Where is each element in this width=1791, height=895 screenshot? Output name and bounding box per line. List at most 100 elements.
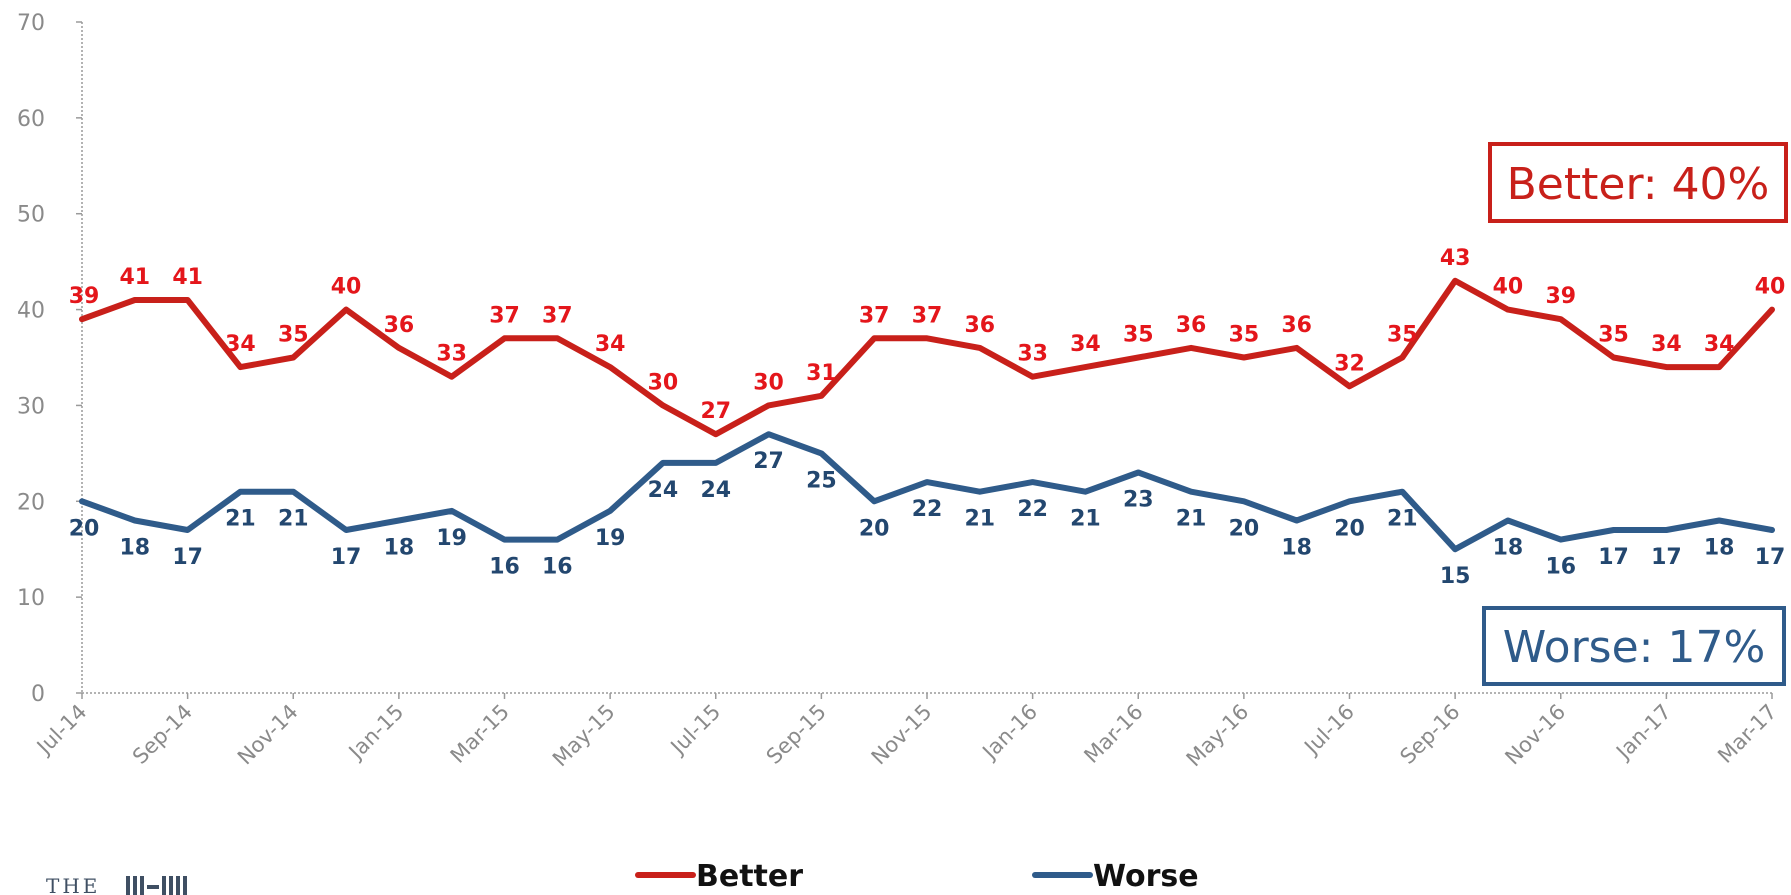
data-label-worse: 20 (1229, 516, 1260, 541)
callout-better: Better: 40% (1488, 142, 1788, 223)
data-label-worse: 16 (489, 555, 520, 580)
x-tick-label: Jan-15 (343, 700, 409, 766)
x-tick-label: Jul-15 (665, 700, 726, 761)
logo-text: THE (46, 874, 100, 895)
y-tick-label: 20 (17, 490, 45, 515)
legend: Better Worse (635, 859, 1199, 894)
data-label-worse: 19 (595, 526, 626, 551)
data-label-worse: 17 (1755, 545, 1786, 570)
y-tick-label: 30 (17, 394, 45, 419)
series-line-better (79, 277, 1775, 438)
legend-label-better: Better (696, 859, 803, 894)
legend-label-worse: Worse (1093, 859, 1199, 894)
data-label-better: 37 (859, 303, 890, 328)
data-label-better: 41 (172, 265, 203, 290)
data-label-better: 32 (1334, 351, 1365, 376)
x-tick-label: Jan-16 (977, 700, 1043, 766)
data-label-better: 41 (120, 265, 151, 290)
data-label-worse: 15 (1440, 564, 1471, 589)
data-label-worse: 19 (436, 526, 467, 551)
data-label-worse: 27 (753, 449, 784, 474)
data-label-worse: 17 (1598, 545, 1629, 570)
data-label-worse: 17 (331, 545, 362, 570)
data-label-better: 36 (1176, 313, 1207, 338)
data-label-better: 40 (1493, 275, 1524, 300)
callout-better-box (1488, 142, 1788, 223)
data-label-worse: 16 (1545, 555, 1576, 580)
data-label-worse: 16 (542, 555, 573, 580)
data-label-worse: 21 (1387, 507, 1418, 532)
data-label-worse: 18 (1704, 535, 1735, 560)
data-label-better: 34 (1070, 332, 1101, 357)
y-tick-label: 0 (31, 682, 45, 707)
data-label-better: 40 (1755, 275, 1786, 300)
x-tick-label: Nov-14 (233, 700, 303, 770)
data-label-worse: 21 (965, 507, 996, 532)
data-label-better: 33 (1017, 342, 1048, 367)
data-label-better: 36 (965, 313, 996, 338)
data-label-worse: 22 (912, 497, 943, 522)
y-tick-label: 50 (17, 203, 45, 228)
legend-item-better: Better (635, 859, 803, 894)
data-label-worse: 17 (172, 545, 203, 570)
x-tick-label: Jan-17 (1610, 700, 1676, 766)
data-label-worse: 21 (225, 507, 256, 532)
callout-worse-text: Worse: 17% (1503, 622, 1766, 673)
data-label-better: 34 (225, 332, 256, 357)
data-label-worse: 25 (806, 468, 837, 493)
data-label-worse: 23 (1123, 488, 1154, 513)
x-tick-label: Jul-16 (1298, 700, 1359, 761)
data-label-better: 35 (278, 323, 309, 348)
data-label-worse: 22 (1017, 497, 1048, 522)
x-tick-label: May-15 (548, 700, 620, 772)
data-label-better: 34 (595, 332, 626, 357)
logo-bars-icon (126, 876, 187, 895)
data-label-worse: 18 (1281, 535, 1312, 560)
data-label-worse: 21 (1070, 507, 1101, 532)
y-tick-label: 60 (17, 107, 45, 132)
x-tick-label: Mar-17 (1713, 700, 1781, 768)
data-label-better: 37 (542, 303, 573, 328)
data-label-better: 37 (912, 303, 943, 328)
callout-worse-box (1482, 606, 1786, 686)
data-label-worse: 20 (69, 516, 100, 541)
y-tick-label: 40 (17, 299, 45, 324)
data-label-better: 30 (648, 370, 679, 395)
callout-better-text: Better: 40% (1507, 159, 1770, 210)
series-line-worse (79, 431, 1775, 553)
data-label-worse: 18 (1493, 535, 1524, 560)
y-tick-label: 10 (17, 586, 45, 611)
data-label-better: 35 (1229, 323, 1260, 348)
data-label-better: 39 (1545, 284, 1576, 309)
data-label-better: 36 (1281, 313, 1312, 338)
data-label-worse: 24 (700, 478, 731, 503)
data-label-worse: 18 (120, 535, 151, 560)
x-tick-label: Nov-15 (867, 700, 937, 770)
legend-item-worse: Worse (1032, 859, 1199, 894)
data-label-better: 35 (1387, 323, 1418, 348)
x-tick-label: Sep-16 (1395, 700, 1464, 769)
x-tick-label: Sep-15 (762, 700, 831, 769)
x-tick-label: Sep-14 (128, 700, 197, 769)
data-label-better: 37 (489, 303, 520, 328)
data-label-better: 35 (1123, 323, 1154, 348)
x-tick-label: Jul-14 (31, 700, 92, 761)
data-label-better: 33 (436, 342, 467, 367)
logo: THE (46, 874, 187, 895)
data-label-better: 39 (69, 284, 100, 309)
data-label-better: 36 (384, 313, 415, 338)
data-label-better: 34 (1704, 332, 1735, 357)
data-label-worse: 17 (1651, 545, 1682, 570)
series-lines (79, 277, 1775, 553)
data-label-better: 35 (1598, 323, 1629, 348)
data-label-worse: 21 (278, 507, 309, 532)
data-label-worse: 20 (1334, 516, 1365, 541)
data-label-worse: 20 (859, 516, 890, 541)
data-label-better: 43 (1440, 246, 1471, 271)
x-tick-label: Nov-16 (1500, 700, 1570, 770)
data-label-worse: 18 (384, 535, 415, 560)
x-tick-label: Mar-16 (1079, 700, 1147, 768)
data-label-better: 27 (700, 399, 731, 424)
data-label-worse: 21 (1176, 507, 1207, 532)
